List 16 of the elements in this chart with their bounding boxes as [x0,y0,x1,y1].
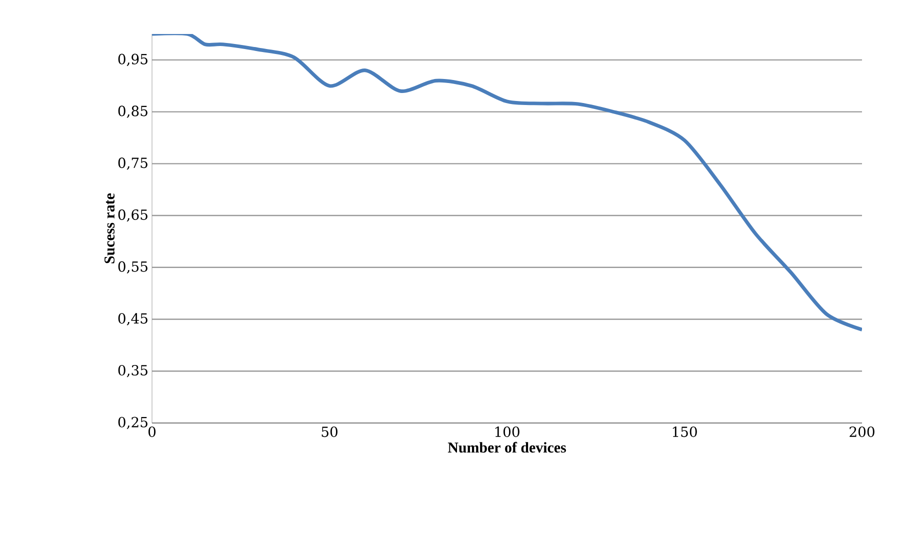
x-tick-label: 100 [495,426,520,438]
y-tick-label: 0,55 [118,261,148,274]
line-series [152,34,862,332]
y-axis-title: Sucess rate [104,193,115,264]
x-axis-title: Number of devices [448,442,566,453]
x-tick-label: 150 [672,426,697,438]
y-tick-label: 0,85 [118,106,148,118]
x-tick-label: 50 [322,426,338,438]
x-tick-label: 200 [850,426,874,438]
y-tick-label: 0,45 [118,313,148,326]
y-tick-label: 0,75 [118,158,148,170]
y-tick-label: 0,35 [118,365,148,378]
x-tick-label: 0 [148,426,156,438]
y-tick-label: 0,25 [118,416,148,430]
y-tick-label: 0,95 [118,54,148,66]
y-tick-label: 0,65 [118,209,148,222]
